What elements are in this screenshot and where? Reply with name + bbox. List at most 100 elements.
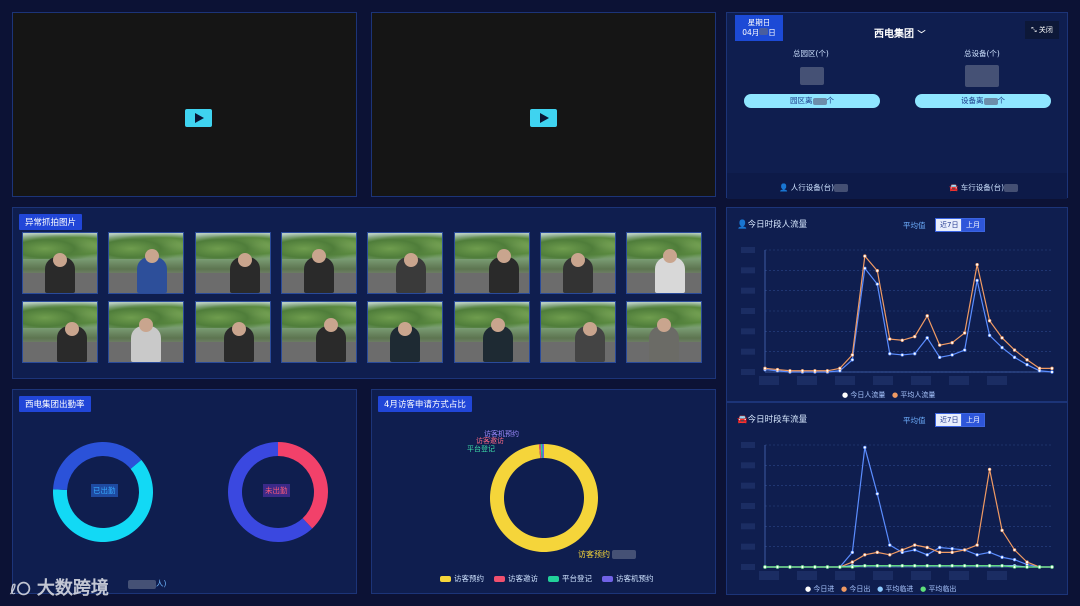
data-point	[888, 543, 892, 547]
attendance-present-donut	[53, 442, 154, 542]
legend-item[interactable]: 平台登记	[548, 574, 592, 583]
legend-item[interactable]: 访客预约	[440, 574, 484, 583]
y-tick-label	[741, 564, 755, 570]
data-point	[850, 560, 855, 564]
label-invite: 访客邀访	[476, 437, 504, 445]
data-point	[913, 543, 917, 547]
data-point	[1037, 366, 1042, 371]
data-point	[1000, 345, 1004, 350]
series-line-平均人流量	[764, 254, 1052, 372]
label-kiosk: 访客机预约	[484, 430, 519, 438]
slice-rest	[53, 442, 142, 490]
data-point	[850, 550, 855, 555]
data-point	[825, 369, 830, 373]
slice-未出勤	[278, 442, 328, 529]
capture-thumbnail[interactable]	[194, 232, 271, 294]
capture-thumbnail[interactable]	[367, 232, 444, 294]
vehicle-device[interactable]: 🚘 车行设备(台)	[949, 182, 1019, 193]
capture-thumbnail[interactable]	[453, 232, 530, 294]
car-flow-chart	[741, 442, 1054, 580]
watermark-logo: ℓ〇	[10, 582, 31, 598]
group-selector[interactable]: 西电集团 ﹀	[874, 25, 925, 40]
slice-访客预约	[490, 444, 598, 552]
data-point	[913, 334, 917, 339]
data-point	[863, 564, 867, 568]
toggle-7days[interactable]: 近7日	[935, 218, 964, 232]
visitor-legend: 访客预约 访客邀访 平台登记 访客机预约	[440, 573, 664, 584]
x-tick-label	[911, 376, 931, 385]
overview-panel: 星期日 04月日 西电集团 ﹀ ⤡ 关闭 总园区(个) 总设备(个) 园区离个 …	[726, 12, 1068, 199]
y-tick-label	[741, 328, 755, 335]
y-tick-label	[741, 369, 755, 375]
data-point	[950, 550, 954, 555]
toggle-last-month[interactable]: 上月	[961, 218, 985, 232]
data-point	[875, 492, 880, 496]
data-point	[1012, 565, 1017, 569]
play-icon[interactable]	[530, 109, 557, 127]
data-point	[987, 564, 992, 568]
capture-thumbnail[interactable]	[22, 301, 98, 363]
capture-thumbnail[interactable]	[453, 301, 530, 363]
data-point	[1050, 366, 1054, 371]
play-icon[interactable]	[185, 109, 212, 127]
data-point	[888, 337, 892, 341]
device-offline-button[interactable]: 设备离个	[915, 94, 1051, 108]
data-point	[875, 282, 880, 286]
data-point	[838, 565, 842, 569]
label-platform: 平台登记	[467, 445, 495, 453]
capture-thumbnail[interactable]	[626, 301, 703, 363]
data-point	[788, 565, 792, 569]
data-point	[1012, 348, 1017, 352]
data-point	[925, 336, 929, 340]
capture-thumbnail[interactable]	[539, 232, 616, 294]
toggle-last-month[interactable]: 上月	[961, 413, 985, 427]
y-tick-label	[741, 503, 755, 509]
legend-item[interactable]: 访客机预约	[602, 574, 654, 583]
panel-title: 4月访客申请方式占比	[378, 396, 472, 412]
data-point	[1050, 370, 1054, 374]
people-flow-chart	[741, 247, 1054, 385]
data-point	[763, 366, 767, 371]
park-offline-button[interactable]: 园区离个	[744, 94, 880, 108]
toggle-7days[interactable]: 近7日	[935, 413, 964, 427]
capture-thumbnail[interactable]	[367, 301, 444, 363]
video-player-1[interactable]	[12, 12, 357, 197]
series-line-今日人流量	[764, 266, 1053, 373]
capture-thumbnail[interactable]	[280, 301, 357, 363]
legend-item[interactable]: 访客邀访	[494, 574, 538, 583]
capture-thumbnail[interactable]	[539, 301, 616, 363]
x-tick-label	[797, 376, 817, 385]
video-player-2[interactable]	[371, 12, 716, 197]
capture-thumbnail[interactable]	[626, 232, 703, 294]
date-badge: 星期日 04月日	[735, 15, 783, 41]
date: 04月日	[742, 28, 776, 37]
x-tick-label	[911, 571, 931, 580]
label-booking-text: 访客预约	[578, 550, 610, 559]
data-point	[962, 564, 967, 568]
y-tick-label	[741, 442, 755, 448]
data-point	[900, 548, 904, 552]
data-point	[1000, 528, 1004, 533]
y-tick-label	[741, 308, 755, 314]
data-point	[825, 565, 830, 569]
pedestrian-device[interactable]: 👤 人行设备(台)	[779, 182, 849, 193]
data-point	[925, 545, 929, 550]
slice-访客机预约	[542, 444, 544, 459]
data-point	[850, 353, 855, 357]
data-point	[1025, 358, 1029, 362]
data-point	[937, 355, 942, 360]
y-tick-label	[741, 348, 755, 355]
data-point	[1000, 564, 1004, 568]
capture-thumbnail[interactable]	[22, 232, 98, 294]
data-point	[913, 351, 917, 356]
capture-thumbnail[interactable]	[194, 301, 271, 363]
data-point	[1012, 548, 1017, 552]
data-point	[1025, 362, 1029, 367]
avg-label: 平均值	[903, 416, 926, 425]
capture-thumbnail[interactable]	[280, 232, 357, 294]
close-button[interactable]: ⤡ 关闭	[1025, 21, 1059, 39]
x-tick-label	[949, 376, 969, 385]
capture-thumbnail[interactable]	[108, 301, 185, 363]
data-point	[888, 564, 892, 568]
capture-thumbnail[interactable]	[108, 232, 185, 294]
